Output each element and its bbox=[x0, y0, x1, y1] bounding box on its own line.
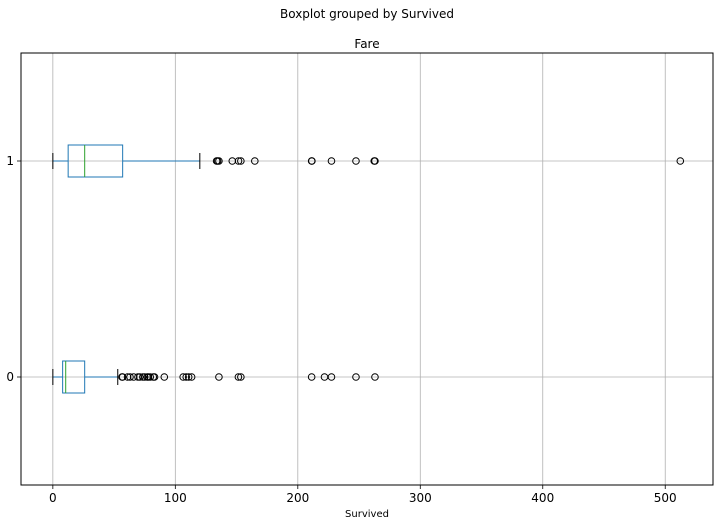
x-tick-label: 0 bbox=[49, 491, 57, 505]
iqr-box bbox=[67, 144, 124, 178]
outlier-point bbox=[215, 373, 223, 381]
chart-suptitle: Boxplot grouped by Survived bbox=[280, 7, 454, 21]
x-axis-label: Survived bbox=[345, 509, 389, 520]
outlier-point bbox=[150, 373, 159, 381]
x-tick-label: 300 bbox=[409, 491, 432, 505]
outlier-point bbox=[327, 157, 336, 165]
y-tick-label: 0 bbox=[6, 370, 14, 384]
outlier-point bbox=[140, 373, 149, 381]
outlier-point bbox=[371, 157, 379, 165]
outlier-point bbox=[182, 373, 191, 381]
outlier-point bbox=[352, 157, 360, 165]
x-tick-label: 500 bbox=[654, 491, 677, 505]
outlier-point bbox=[215, 157, 223, 165]
outlier-point bbox=[251, 157, 259, 165]
outlier-point bbox=[352, 373, 360, 381]
iqr-box bbox=[62, 360, 86, 394]
x-tick-label: 200 bbox=[286, 491, 309, 505]
outlier-point bbox=[237, 157, 245, 165]
x-tick-label: 100 bbox=[164, 491, 187, 505]
outlier-point bbox=[234, 373, 243, 381]
box-layer bbox=[52, 144, 685, 394]
outlier-point bbox=[179, 373, 187, 381]
grid-lines bbox=[21, 53, 713, 485]
outlier-point bbox=[371, 373, 379, 381]
y-tick-label: 1 bbox=[6, 154, 14, 168]
outlier-point bbox=[187, 373, 196, 381]
outlier-point bbox=[146, 373, 155, 381]
outlier-point bbox=[136, 373, 144, 381]
outlier-point bbox=[118, 373, 127, 381]
outlier-point bbox=[237, 373, 245, 381]
chart-title: Fare bbox=[354, 37, 379, 51]
outlier-point bbox=[307, 373, 316, 381]
outlier-point bbox=[308, 157, 316, 165]
outlier-point bbox=[160, 373, 169, 381]
outlier-point bbox=[126, 373, 134, 381]
plot-frame bbox=[20, 52, 714, 486]
outlier-point bbox=[676, 157, 685, 165]
axis-ticks: 0 100 200 300 400 500 0 1 bbox=[6, 154, 676, 505]
outlier-point bbox=[327, 373, 336, 381]
x-tick-label: 400 bbox=[531, 491, 554, 505]
outlier-point bbox=[184, 373, 193, 381]
outlier-point bbox=[234, 157, 243, 165]
